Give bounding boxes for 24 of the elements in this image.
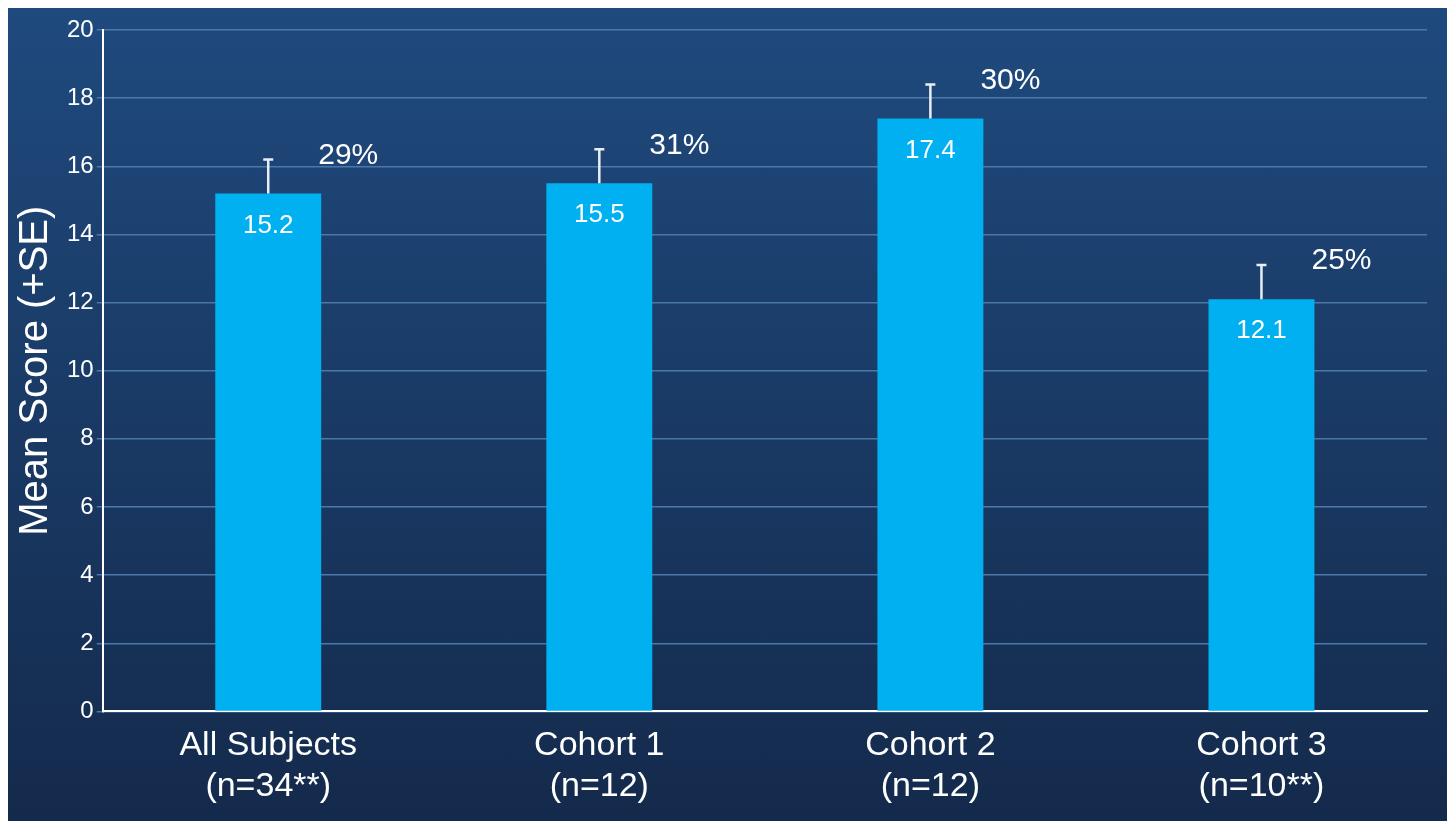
y-tick-label: 14 bbox=[66, 219, 94, 247]
y-axis-title: Mean Score (+SE) bbox=[11, 205, 56, 536]
x-tick-label: Cohort 2 (n=12) bbox=[865, 724, 996, 803]
data-label: 17.4 bbox=[905, 133, 956, 164]
y-tick-label: 10 bbox=[66, 355, 94, 383]
annotation: 25% bbox=[1311, 242, 1372, 276]
y-tick-label: 6 bbox=[80, 491, 94, 519]
data-label: 12.1 bbox=[1236, 314, 1287, 345]
y-tick-label: 20 bbox=[66, 14, 94, 42]
annotation: 30% bbox=[980, 61, 1041, 95]
y-tick-label: 4 bbox=[80, 559, 94, 587]
data-label: 15.2 bbox=[242, 208, 294, 239]
y-tick-label: 12 bbox=[66, 287, 94, 315]
y-tick-label: 0 bbox=[80, 696, 94, 724]
y-tick-label: 8 bbox=[80, 423, 94, 451]
y-tick-label: 2 bbox=[80, 627, 94, 655]
y-tick-label: 18 bbox=[66, 82, 94, 110]
data-label: 15.5 bbox=[574, 198, 625, 229]
x-tick-label: Cohort 1 (n=12) bbox=[534, 724, 665, 803]
x-tick-label: All Subjects (n=34**) bbox=[179, 724, 358, 803]
y-tick-label: 16 bbox=[66, 150, 94, 178]
annotation: 29% bbox=[318, 136, 379, 170]
x-tick-label: Cohort 3 (n=10**) bbox=[1196, 724, 1327, 803]
annotation: 31% bbox=[649, 126, 710, 160]
